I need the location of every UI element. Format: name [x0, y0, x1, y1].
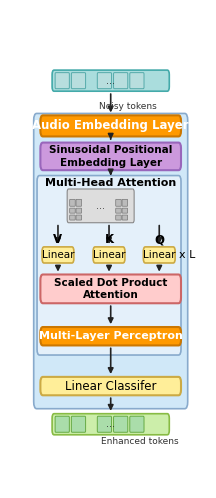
FancyBboxPatch shape: [70, 215, 75, 220]
FancyBboxPatch shape: [40, 377, 181, 395]
FancyBboxPatch shape: [67, 189, 134, 223]
FancyBboxPatch shape: [116, 208, 121, 213]
FancyBboxPatch shape: [40, 142, 181, 170]
FancyBboxPatch shape: [37, 176, 181, 355]
Text: Linear: Linear: [93, 250, 125, 260]
Text: Linear: Linear: [143, 250, 175, 260]
FancyBboxPatch shape: [76, 199, 82, 206]
FancyBboxPatch shape: [93, 247, 125, 263]
Text: Scaled Dot Product
Attention: Scaled Dot Product Attention: [54, 278, 167, 300]
Text: Linear Classifer: Linear Classifer: [65, 379, 156, 392]
FancyBboxPatch shape: [122, 208, 128, 213]
FancyBboxPatch shape: [76, 215, 82, 220]
FancyBboxPatch shape: [70, 208, 75, 213]
Text: ...: ...: [106, 419, 115, 429]
FancyBboxPatch shape: [114, 416, 128, 432]
FancyBboxPatch shape: [76, 208, 82, 213]
FancyBboxPatch shape: [40, 327, 181, 346]
FancyBboxPatch shape: [97, 73, 111, 89]
Text: ...: ...: [96, 201, 105, 211]
FancyBboxPatch shape: [122, 215, 128, 220]
Text: Q: Q: [154, 234, 164, 247]
FancyBboxPatch shape: [143, 247, 175, 263]
Text: K: K: [105, 234, 114, 247]
FancyBboxPatch shape: [34, 114, 188, 409]
Text: ...: ...: [106, 76, 115, 86]
Text: Enhanced tokens: Enhanced tokens: [102, 437, 179, 446]
FancyBboxPatch shape: [71, 73, 86, 89]
Text: Multi-Layer Perceptron: Multi-Layer Perceptron: [39, 331, 183, 341]
FancyBboxPatch shape: [55, 73, 69, 89]
FancyBboxPatch shape: [70, 199, 75, 206]
FancyBboxPatch shape: [116, 215, 121, 220]
Text: V: V: [53, 234, 62, 247]
Text: Audio Embedding Layer: Audio Embedding Layer: [32, 120, 189, 132]
FancyBboxPatch shape: [52, 414, 169, 435]
FancyBboxPatch shape: [52, 70, 169, 91]
FancyBboxPatch shape: [130, 416, 144, 432]
Text: Noisy tokens: Noisy tokens: [99, 103, 157, 112]
FancyBboxPatch shape: [40, 274, 181, 303]
FancyBboxPatch shape: [114, 73, 128, 89]
FancyBboxPatch shape: [71, 416, 86, 432]
FancyBboxPatch shape: [40, 116, 181, 136]
FancyBboxPatch shape: [122, 199, 128, 206]
Text: x L: x L: [179, 250, 195, 260]
FancyBboxPatch shape: [97, 416, 111, 432]
Text: Sinusoidal Positional
Embedding Layer: Sinusoidal Positional Embedding Layer: [49, 145, 172, 168]
FancyBboxPatch shape: [130, 73, 144, 89]
Text: Multi-Head Attention: Multi-Head Attention: [45, 178, 176, 188]
FancyBboxPatch shape: [55, 416, 69, 432]
Text: Linear: Linear: [42, 250, 74, 260]
FancyBboxPatch shape: [42, 247, 74, 263]
FancyBboxPatch shape: [116, 199, 121, 206]
